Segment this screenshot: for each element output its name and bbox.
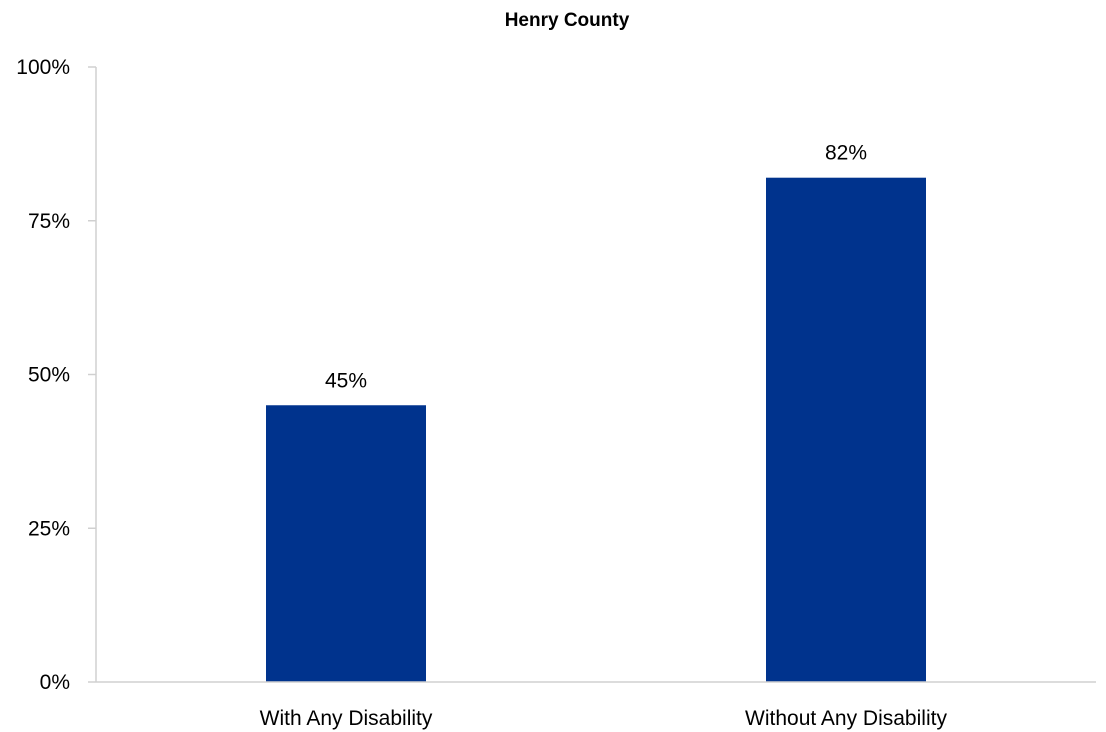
bar <box>766 177 926 682</box>
chart-title: Henry County <box>505 10 630 31</box>
bar-data-label: 82% <box>825 142 867 165</box>
bars: 45% 82% <box>266 142 926 682</box>
y-tick-label: 50% <box>28 364 70 387</box>
x-category-label: With Any Disability <box>260 707 433 730</box>
x-category-label: Without Any Disability <box>745 707 947 730</box>
y-tick-label: 25% <box>28 517 70 540</box>
bar-data-label: 45% <box>325 369 367 392</box>
x-axis: With Any Disability Without Any Disabilit… <box>96 681 1096 730</box>
y-tick-label: 100% <box>16 56 70 79</box>
bar <box>266 405 426 682</box>
y-tick-label: 0% <box>40 671 70 694</box>
y-axis: 0% 25% 50% 75% 100% <box>16 56 97 694</box>
y-tick-label: 75% <box>28 210 70 233</box>
